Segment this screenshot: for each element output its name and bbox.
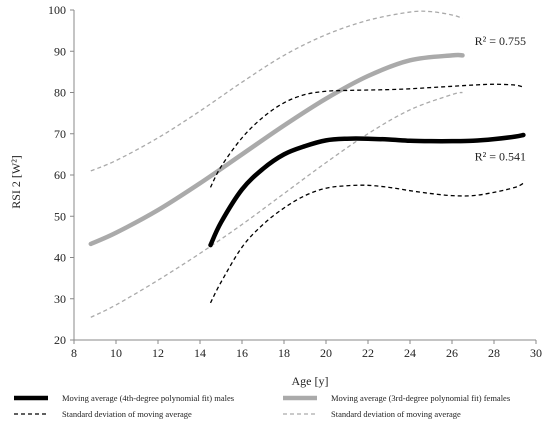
series-males-sd-lower-line bbox=[209, 182, 524, 304]
series-males-mean-line bbox=[208, 132, 526, 248]
y-tick-label: 80 bbox=[54, 86, 66, 100]
legend-label: Moving average (3rd-degree polynomial fi… bbox=[331, 393, 510, 403]
x-tick-label: 10 bbox=[110, 346, 122, 360]
x-axis-label: Age [y] bbox=[292, 374, 329, 388]
legend-label: Standard deviation of moving average bbox=[331, 409, 461, 419]
y-tick-label: 20 bbox=[54, 333, 66, 347]
y-tick-label: 40 bbox=[54, 251, 66, 265]
legend-label: Moving average (4th-degree polynomial fi… bbox=[62, 393, 234, 403]
x-tick-label: 24 bbox=[404, 346, 416, 360]
x-tick-label: 14 bbox=[194, 346, 206, 360]
series-females-mean-line bbox=[88, 52, 465, 247]
x-tick-label: 20 bbox=[320, 346, 332, 360]
legend-label: Standard deviation of moving average bbox=[62, 409, 192, 419]
x-tick-label: 28 bbox=[488, 346, 500, 360]
legend: Moving average (4th-degree polynomial fi… bbox=[14, 393, 510, 419]
series-females-sd-lower-line bbox=[90, 91, 463, 318]
annotations: R² = 0.755 R² = 0.541 bbox=[475, 34, 526, 164]
axes: 8 10 12 14 16 18 20 22 24 26 28 30 20 30 40 50 60 70 80 90 1… bbox=[48, 3, 542, 360]
y-tick-label: 30 bbox=[54, 292, 66, 306]
series-group bbox=[88, 10, 526, 318]
x-tick-label: 26 bbox=[446, 346, 458, 360]
y-axis-label: RSI 2 [W²] bbox=[9, 155, 23, 209]
y-tick-label: 60 bbox=[54, 168, 66, 182]
y-tick-label: 90 bbox=[54, 44, 66, 58]
x-tick-label: 8 bbox=[71, 346, 77, 360]
series-males-sd-upper-line bbox=[209, 83, 524, 188]
x-tick-label: 30 bbox=[530, 346, 542, 360]
r-squared-annotation: R² = 0.541 bbox=[475, 150, 526, 164]
x-tick-label: 18 bbox=[278, 346, 290, 360]
y-tick-label: 70 bbox=[54, 127, 66, 141]
x-tick-label: 22 bbox=[362, 346, 374, 360]
x-tick-label: 12 bbox=[152, 346, 164, 360]
y-tick-label: 100 bbox=[48, 3, 66, 17]
x-tick-label: 16 bbox=[236, 346, 248, 360]
r-squared-annotation: R² = 0.755 bbox=[475, 34, 526, 48]
y-tick-label: 50 bbox=[54, 209, 66, 223]
series-females-sd-upper-line bbox=[90, 10, 463, 172]
